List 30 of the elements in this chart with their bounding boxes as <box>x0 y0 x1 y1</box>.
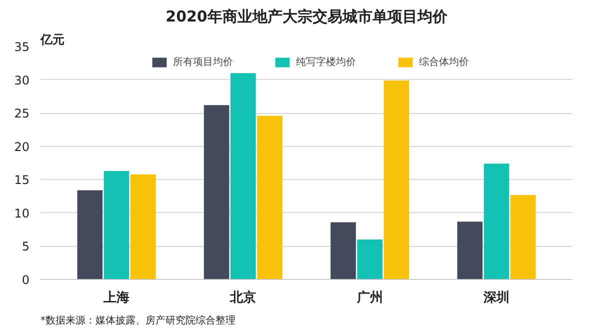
text: *数据来源：媒体披露、房产研究院综合整理 <box>40 314 236 326</box>
bar <box>357 240 382 280</box>
x-tick-label: 上海 <box>102 290 130 306</box>
bar <box>484 164 510 280</box>
bar <box>457 222 483 280</box>
y-tick-label: 35 <box>14 40 30 54</box>
legend-label: 所有项目均价 <box>173 56 233 69</box>
chart-title: 2020年商业地产大宗交易城市单项目均价 <box>166 8 448 26</box>
y-tick-label: 30 <box>14 73 30 88</box>
bar <box>384 80 410 280</box>
y-tick-label: 20 <box>14 140 30 154</box>
bar <box>257 116 282 280</box>
legend-label: 综合体均价 <box>419 56 469 69</box>
legend-label: 纯写字楼均价 <box>296 56 356 69</box>
y-axis-title: 亿元 <box>40 32 64 46</box>
y-tick-label: 10 <box>14 206 30 220</box>
bar <box>330 222 356 280</box>
y-tick-label: 5 <box>22 240 30 254</box>
y-tick-label: 15 <box>14 173 30 188</box>
bar <box>230 73 256 280</box>
y-tick-label: 25 <box>14 106 30 121</box>
bar <box>204 105 230 280</box>
x-tick-label: 深圳 <box>482 290 510 306</box>
x-tick-label: 广州 <box>356 290 383 306</box>
x-tick-label: 北京 <box>229 290 256 306</box>
bar <box>77 190 103 280</box>
bar <box>130 174 156 280</box>
bar <box>510 194 536 280</box>
bar <box>104 170 130 280</box>
y-tick-label: 0 <box>22 273 30 287</box>
